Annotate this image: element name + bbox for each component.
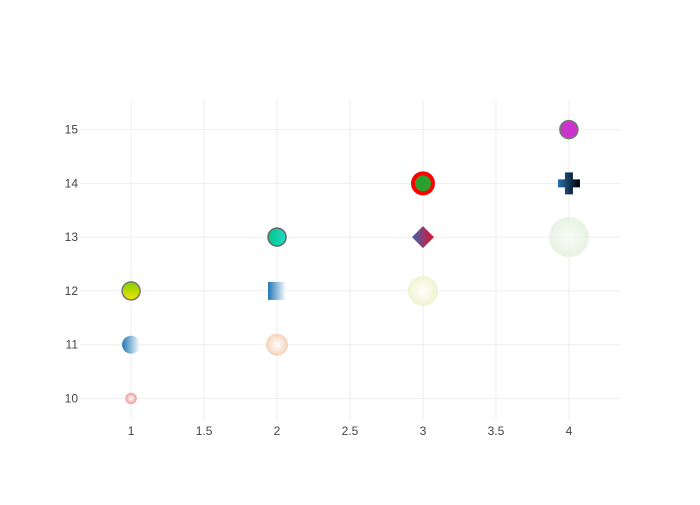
y-tick-label: 14 [65, 176, 79, 190]
y-tick-label: 11 [66, 338, 79, 352]
y-axis-ticks: 10 11 12 13 14 15 [65, 123, 79, 406]
circle-marker [267, 227, 287, 247]
x-tick-label: 4 [566, 424, 573, 438]
x-tick-label: 2 [274, 424, 281, 438]
cross-marker [557, 172, 580, 195]
circle-marker [122, 335, 141, 354]
square-marker [268, 281, 287, 300]
circle-marker [548, 217, 589, 258]
y-tick-label: 13 [65, 230, 79, 244]
x-tick-label: 3.5 [488, 424, 505, 438]
x-tick-label: 3 [420, 424, 427, 438]
x-tick-label: 1 [128, 424, 135, 438]
circle-marker [121, 281, 141, 301]
x-axis-ticks: 1 1.5 2 2.5 3 3.5 4 [128, 424, 573, 438]
y-tick-label: 12 [65, 284, 79, 298]
circle-marker [125, 392, 137, 405]
circle-marker [559, 119, 579, 140]
diamond-marker [411, 226, 434, 249]
y-tick-label: 10 [65, 391, 79, 405]
circle-marker [407, 275, 438, 306]
y-tick-label: 15 [65, 123, 79, 137]
data-points [121, 119, 589, 405]
circle-marker [410, 171, 435, 196]
x-tick-label: 1.5 [196, 424, 213, 438]
x-tick-label: 2.5 [342, 424, 359, 438]
gridlines [80, 100, 620, 420]
circle-marker [266, 333, 289, 356]
